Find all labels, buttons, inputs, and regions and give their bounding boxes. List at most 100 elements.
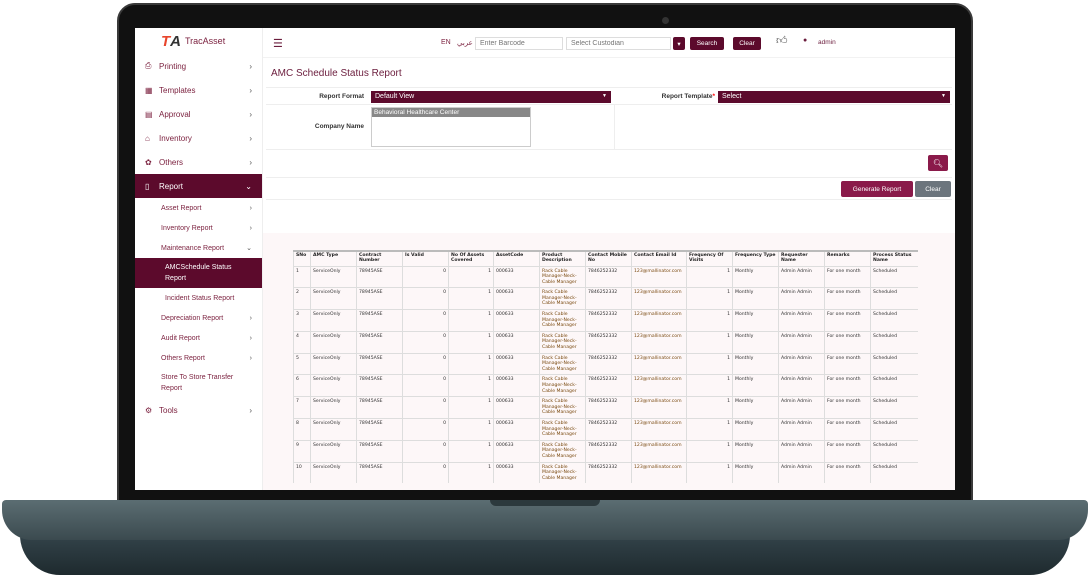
column-header[interactable]: Contract Number	[356, 250, 403, 266]
table-cell: 0	[402, 330, 449, 354]
table-cell: For one month	[824, 265, 871, 288]
table-cell: 0	[402, 265, 449, 288]
table-cell: Scheduled	[870, 330, 918, 354]
table-cell: For one month	[824, 330, 871, 354]
custodian-dropdown-button[interactable]: ▾	[673, 37, 685, 50]
table-cell: 0	[402, 417, 449, 441]
table-cell: 123@mallinator.com	[631, 352, 687, 375]
table-cell: Scheduled	[870, 265, 918, 288]
company-listbox[interactable]: Behavioral Healthcare Center	[371, 107, 531, 147]
sidebar-sub-incident-status-report[interactable]: Incident Status Report	[135, 288, 262, 308]
table-cell: ServiceOnly	[310, 374, 357, 397]
table-cell: Scheduled	[870, 461, 918, 484]
lang-en-link[interactable]: EN	[441, 39, 451, 46]
chevron-down-icon: ⌄	[246, 244, 252, 252]
hamburger-menu-icon[interactable]: ☰	[273, 38, 283, 50]
sidebar-item-templates[interactable]: ▦ Templates ›	[135, 78, 262, 102]
chevron-right-icon: ›	[249, 157, 252, 167]
sidebar-item-approval[interactable]: ▤ Approval ›	[135, 102, 262, 126]
barcode-input[interactable]	[475, 37, 563, 50]
report-icon: ▯	[145, 181, 150, 191]
sidebar-sub-others-report[interactable]: Others Report ›	[135, 348, 262, 368]
sidebar-item-others[interactable]: ✿ Others ›	[135, 150, 262, 174]
column-header[interactable]: Contact Email Id	[631, 250, 687, 266]
table-cell: For one month	[824, 417, 871, 441]
table-cell: 123@mallinator.com	[631, 265, 687, 288]
table-cell: 1	[686, 265, 733, 288]
table-cell: Scheduled	[870, 309, 918, 332]
column-header[interactable]: Frequency Of Visits	[686, 250, 733, 266]
column-header[interactable]: Is Valid	[402, 250, 449, 266]
column-header[interactable]: AssetCode	[493, 250, 540, 266]
column-header[interactable]: Remarks	[824, 250, 871, 266]
table-cell: For one month	[824, 374, 871, 397]
user-name[interactable]: admin	[818, 39, 836, 46]
sidebar-sub-inventory-report[interactable]: Inventory Report ›	[135, 218, 262, 238]
sidebar-sub-audit-report[interactable]: Audit Report ›	[135, 328, 262, 348]
column-header[interactable]: SNo	[293, 250, 311, 266]
table-cell: 78945ASE	[356, 439, 403, 463]
sidebar-sub-maintenance-report[interactable]: Maintenance Report ⌄	[135, 238, 262, 258]
table-cell: For one month	[824, 352, 871, 375]
table-cell: 8	[293, 417, 311, 441]
table-cell: 000633	[493, 309, 540, 332]
column-header[interactable]: AMC Type	[310, 250, 357, 266]
table-cell: 78945ASE	[356, 352, 403, 375]
table-cell: 1	[686, 287, 733, 310]
table-cell: Admin Admin	[778, 287, 825, 310]
sidebar-sub-store-transfer-report[interactable]: Store To Store Transfer Report	[135, 368, 262, 398]
search-icon-button[interactable]: 🔍︎	[928, 155, 948, 171]
caret-down-icon: ▼	[941, 93, 946, 99]
table-cell: 1	[448, 417, 494, 441]
company-option[interactable]: Behavioral Healthcare Center	[372, 108, 530, 117]
search-button[interactable]: Search	[690, 37, 724, 50]
custodian-select[interactable]	[566, 37, 671, 50]
table-cell: Scheduled	[870, 352, 918, 375]
table-cell: Rack Cable Manager-Neck-Cable Manager	[539, 396, 586, 419]
generate-report-button[interactable]: Generate Report	[841, 181, 913, 197]
table-cell: 1	[686, 309, 733, 332]
thumbs-up-icon[interactable]: 👍︎	[776, 35, 788, 47]
table-cell: 0	[402, 396, 449, 419]
caret-down-icon: ▼	[602, 93, 607, 99]
label: Others Report	[161, 354, 205, 362]
sidebar-sub-depreciation-report[interactable]: Depreciation Report ›	[135, 308, 262, 328]
column-header[interactable]: Frequency Type	[732, 250, 779, 266]
sidebar-item-tools[interactable]: ⚙ Tools ›	[135, 398, 262, 422]
table-cell: 123@mallinator.com	[631, 287, 687, 310]
column-header[interactable]: Product Description	[539, 250, 586, 266]
clear-form-button[interactable]: Clear	[915, 181, 951, 197]
report-table: SNo AMC Type Contract Number Is Valid No Of …	[293, 250, 918, 484]
table-cell: 1	[293, 265, 311, 288]
printer-icon: ⎙	[145, 61, 152, 70]
column-header[interactable]: No Of Assets Covered	[448, 250, 494, 266]
column-header[interactable]: Process Status Name	[870, 250, 918, 266]
column-header[interactable]: Requester Name	[778, 250, 825, 266]
report-template-select[interactable]: Select ▼	[718, 91, 950, 103]
table-cell: 0	[402, 439, 449, 463]
table-cell: Admin Admin	[778, 417, 825, 441]
report-format-select[interactable]: Default View ▼	[371, 91, 611, 103]
sidebar-item-printing[interactable]: ⎙ Printing ›	[135, 54, 262, 78]
sidebar-item-inventory[interactable]: ⌂ Inventory ›	[135, 126, 262, 150]
table-cell: 000633	[493, 330, 540, 354]
table-cell: 9	[293, 439, 311, 463]
table-cell: 123@mallinator.com	[631, 439, 687, 463]
table-cell: ServiceOnly	[310, 265, 357, 288]
page-title: AMC Schedule Status Report	[271, 68, 402, 79]
sidebar-sub-asset-report[interactable]: Asset Report ›	[135, 198, 262, 218]
clear-button[interactable]: Clear	[733, 37, 761, 50]
form-row: Company Name Behavioral Healthcare Cente…	[266, 105, 952, 150]
table-cell: 1	[448, 439, 494, 463]
table-cell: 1	[448, 330, 494, 354]
table-cell: 78945ASE	[356, 330, 403, 354]
sidebar-item-report[interactable]: ▯ Report ⌄	[135, 174, 262, 198]
logo: TA TracAsset	[135, 28, 262, 54]
report-template-label: Report Template*	[661, 93, 715, 100]
column-header[interactable]: Contact Mobile No	[585, 250, 632, 266]
table-row: 8 ServiceOnly 78945ASE 0 1 000633 Rack Cable M…	[293, 417, 918, 441]
table-cell: 78945ASE	[356, 374, 403, 397]
lang-ar-link[interactable]: عربي	[457, 40, 473, 47]
table-cell: 7846252332	[585, 439, 632, 463]
sidebar-sub-amc-schedule-status-report[interactable]: AMCSchedule Status Report	[135, 258, 262, 288]
